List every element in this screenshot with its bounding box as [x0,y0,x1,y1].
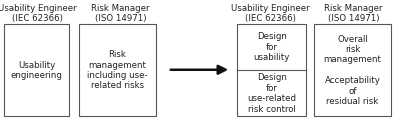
Text: Risk
management
including use-
related risks: Risk management including use- related r… [87,50,148,90]
Text: Design
for
use-related
risk control: Design for use-related risk control [247,73,296,114]
FancyBboxPatch shape [237,24,306,116]
Text: Overall
risk
management

Acceptability
of
residual risk: Overall risk management Acceptability of… [324,35,382,106]
Text: Usability
engineering: Usability engineering [11,61,62,80]
FancyBboxPatch shape [79,24,156,116]
Text: Risk Manager
(ISO 14971): Risk Manager (ISO 14971) [324,4,383,23]
Text: Risk Manager
(ISO 14971): Risk Manager (ISO 14971) [91,4,150,23]
Text: Usability Engineer
(IEC 62366): Usability Engineer (IEC 62366) [0,4,77,23]
FancyBboxPatch shape [314,24,391,116]
FancyBboxPatch shape [4,24,69,116]
Text: Design
for
usability: Design for usability [253,33,290,62]
Text: Usability Engineer
(IEC 62366): Usability Engineer (IEC 62366) [231,4,310,23]
